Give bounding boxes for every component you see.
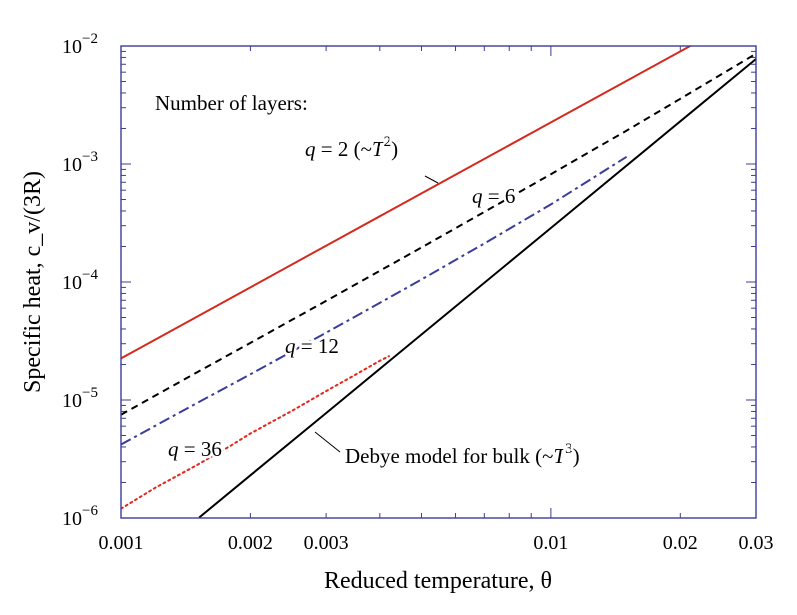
- x-tick-labels: 0.001 0.002 0.003 0.01 0.02 0.03: [99, 532, 774, 554]
- y-tick-label: 10−2: [62, 31, 98, 58]
- series-line-1: [121, 46, 693, 360]
- annotation-leaders: [314, 175, 439, 453]
- series-line-5: [198, 58, 756, 518]
- series-line-4: [121, 355, 390, 510]
- y-tick-label: 10−5: [62, 385, 98, 412]
- annotation-label: Debye model for bulk (~T3): [345, 441, 580, 468]
- series-group: [121, 46, 756, 518]
- y-tick-label: 10−4: [62, 267, 98, 294]
- annotation-label: q = 36: [168, 437, 222, 461]
- series-annotations: q = 2 (~T2) q = 6 q = 12 q = 36 Debye model …: [166, 132, 583, 471]
- y-tick-label: 10−3: [62, 149, 98, 176]
- x-axis-label: Reduced temperature, θ: [324, 568, 552, 594]
- y-tick-labels: 10−6 10−5 10−4 10−3 10−2: [62, 31, 98, 530]
- annotation-label: q = 12: [285, 334, 339, 358]
- x-tick-label: 0.03: [739, 532, 774, 554]
- leader-q2: [424, 175, 439, 184]
- x-tick-label: 0.001: [99, 532, 144, 554]
- x-tick-label: 0.02: [663, 532, 698, 554]
- x-tick-label: 0.003: [304, 532, 349, 554]
- leader-debye: [314, 431, 341, 453]
- annotation-label: q = 2 (~T2): [305, 134, 398, 161]
- series-line-3: [121, 155, 628, 446]
- plot-frame: [120, 45, 757, 519]
- annotation-label: q = 6: [472, 184, 515, 208]
- x-tick-label: 0.01: [533, 532, 568, 554]
- y-axis-label: Specific heat, c_v/(3R): [20, 171, 46, 393]
- x-tick-label: 0.002: [228, 532, 273, 554]
- y-tick-label: 10−6: [62, 503, 98, 530]
- annotation-header: Number of layers:: [155, 91, 308, 115]
